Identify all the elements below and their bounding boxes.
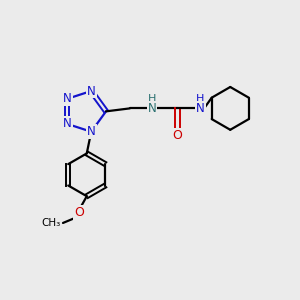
Text: H: H xyxy=(196,94,205,104)
Text: N: N xyxy=(63,92,72,105)
Text: N: N xyxy=(148,102,157,115)
Text: N: N xyxy=(63,117,72,130)
Text: H: H xyxy=(148,94,156,104)
Text: O: O xyxy=(172,129,182,142)
Text: N: N xyxy=(196,102,205,115)
Text: O: O xyxy=(74,206,84,219)
Text: N: N xyxy=(87,85,96,98)
Text: N: N xyxy=(87,125,96,138)
Text: CH₃: CH₃ xyxy=(41,218,61,228)
